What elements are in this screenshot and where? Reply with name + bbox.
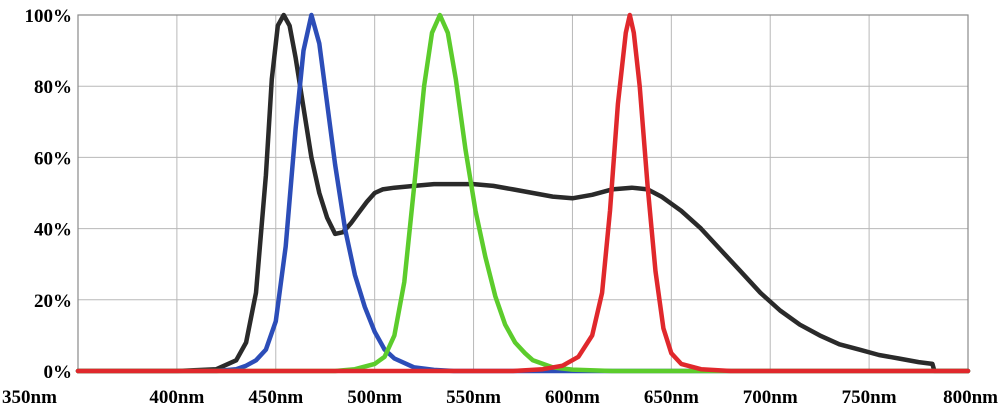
y-tick-label: 60%	[34, 148, 72, 169]
y-tick-label: 80%	[34, 77, 72, 98]
x-tick-label: 650nm	[644, 387, 699, 408]
y-tick-label: 40%	[34, 220, 72, 241]
x-tick-label: 350nm	[2, 387, 57, 408]
y-tick-label: 0%	[44, 362, 73, 383]
x-tick-label: 400nm	[149, 387, 204, 408]
series-line-2	[75, 12, 971, 374]
x-tick-label: 550nm	[446, 387, 501, 408]
series-line-0	[75, 12, 971, 374]
x-tick-label: 700nm	[743, 387, 798, 408]
series-line-1	[75, 12, 971, 374]
x-axis-ticks: 350nm 400nm 450nm 500nm 550nm 600nm 650nm 700nm…	[2, 387, 998, 408]
x-tick-label: 500nm	[347, 387, 402, 408]
x-tick-label: 750nm	[842, 387, 897, 408]
x-tick-label: 600nm	[545, 387, 600, 408]
x-tick-label: 800nm	[943, 387, 998, 408]
y-axis-ticks: 0% 20% 40% 60% 80% 100%	[25, 6, 73, 383]
x-tick-label: 450nm	[248, 387, 303, 408]
series-line-3	[75, 12, 971, 374]
y-tick-label: 100%	[25, 6, 73, 27]
y-tick-label: 20%	[34, 291, 72, 312]
series-layer	[75, 12, 971, 374]
